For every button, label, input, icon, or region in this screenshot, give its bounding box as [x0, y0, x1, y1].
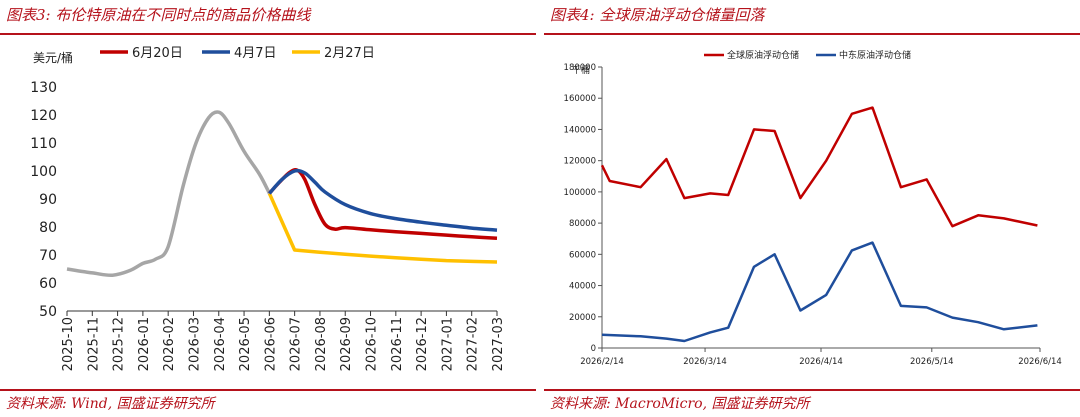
left-title-rule [0, 33, 536, 35]
y-tick-label: 160000 [564, 94, 596, 104]
x-tick-label: 2025-11 [86, 317, 101, 371]
y-tick-label: 40000 [569, 282, 596, 292]
y-tick-label: 60000 [569, 250, 596, 260]
legend-label-1: 6月20日 [132, 46, 183, 61]
x-tick-label: 2026-07 [289, 317, 304, 371]
x-tick-label: 2026/2/14 [580, 357, 624, 367]
y-tick-label: 20000 [569, 313, 596, 323]
left-source-rule [0, 389, 536, 391]
right-figure-title: 图表4: 全球原油浮动仓储量回落 [550, 6, 765, 24]
x-tick-label: 2027-02 [466, 317, 481, 371]
y-tick-label: 80000 [569, 219, 596, 229]
x-tick-label: 2026/5/14 [910, 357, 954, 367]
x-tick-label: 2026-06 [263, 317, 278, 371]
series-line-2 [601, 241, 1038, 343]
right-figure-panel: 图表4: 全球原油浮动仓储量回落 千桶 20000 40000 60000 80000 1… [544, 0, 1080, 417]
x-tick-label: 2026/4/14 [799, 357, 843, 367]
x-tick-label: 2026/6/14 [1018, 357, 1062, 367]
y-tick-label: 60 [39, 276, 57, 292]
y-tick-label: 80 [39, 220, 57, 236]
x-tick-label: 2026-09 [339, 317, 354, 371]
y-tick-label: 140000 [564, 125, 596, 135]
series-line-3 [267, 192, 498, 264]
x-tick-label: 2026-08 [314, 317, 329, 371]
legend-label-1: 全球原油浮动仓储 [727, 49, 799, 61]
legend-label-2: 4月7日 [234, 46, 277, 61]
x-tick-label: 2026-02 [162, 317, 177, 371]
brent-curve-chart: 美元/桶 50 60 70 80 90 100 110 120 130 2025-10 2025-11… [30, 46, 506, 371]
y-tick-label: 100000 [564, 188, 596, 198]
x-tick-label: 2026-03 [187, 317, 202, 371]
floating-storage-chart: 千桶 20000 40000 60000 80000 100000 120000 140000… [564, 49, 1062, 367]
y-tick-label: 110 [30, 136, 57, 152]
x-tick-label: 2026-11 [390, 317, 405, 371]
x-tick-label: 2025-12 [112, 317, 127, 371]
x-tick-label: 2025-10 [61, 317, 76, 371]
y-tick-label: 130 [30, 80, 57, 96]
x-tick-label: 2026-12 [415, 317, 430, 371]
left-source-note: 资料来源: Wind, 国盛证券研究所 [6, 396, 215, 412]
y-tick-label: 100 [30, 164, 57, 180]
legend-label-2: 中东原油浮动仓储 [839, 49, 911, 61]
y-axis-unit-label: 千桶 [572, 64, 590, 76]
y-axis-unit-label: 美元/桶 [33, 50, 73, 65]
historical-price-line [66, 110, 271, 278]
y-tick-label: 120 [30, 108, 57, 124]
y-tick-label: 0 [591, 344, 596, 354]
left-figure-panel: 图表3: 布伦特原油在不同时点的商品价格曲线 美元/桶 50 60 70 80 90 100… [0, 0, 536, 417]
legend-label-3: 2月27日 [324, 46, 375, 61]
x-tick-label: 2026-05 [238, 317, 253, 371]
y-tick-label: 90 [39, 192, 57, 208]
x-tick-label: 2026-01 [137, 317, 152, 371]
y-tick-label: 120000 [564, 157, 596, 167]
right-source-note: 资料来源: MacroMicro, 国盛证券研究所 [550, 396, 810, 412]
x-tick-label: 2026-10 [365, 317, 380, 371]
y-tick-label: 50 [39, 304, 57, 320]
right-source-rule [544, 389, 1080, 391]
series-line-2 [268, 168, 498, 232]
x-tick-label: 2027-01 [440, 317, 455, 371]
y-tick-label: 70 [39, 248, 57, 264]
series-line-1 [600, 106, 1038, 228]
right-title-rule [544, 33, 1080, 35]
left-figure-title: 图表3: 布伦特原油在不同时点的商品价格曲线 [6, 6, 311, 24]
x-tick-label: 2027-03 [491, 317, 506, 371]
y-tick-label: 180000 [564, 63, 596, 73]
x-tick-label: 2026/3/14 [683, 357, 727, 367]
x-tick-label: 2026-04 [213, 317, 228, 371]
